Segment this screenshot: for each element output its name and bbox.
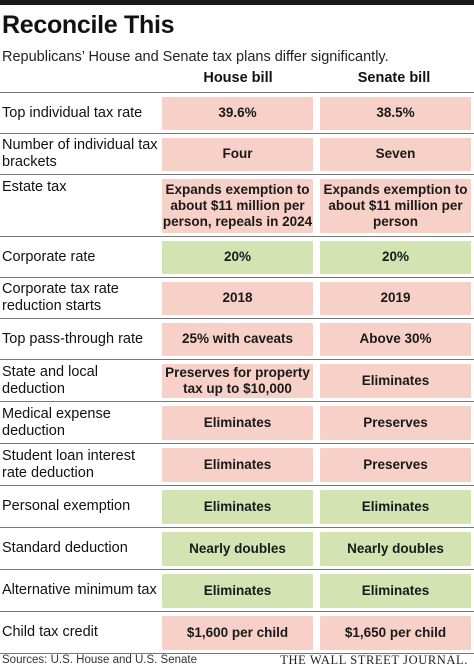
row-label: Estate tax [0, 174, 158, 237]
senate-value-cell: Nearly doubles [320, 531, 471, 566]
row-label: Corporate rate [0, 236, 158, 278]
house-value-cell: Four [162, 137, 313, 171]
table-row: Student loan interest rate deduction Eli… [0, 443, 474, 486]
table-row: Alternative minimum tax Eliminates Elimi… [0, 569, 474, 612]
senate-value-cell: Eliminates [320, 573, 471, 608]
row-label: Student loan interest rate deduction [0, 443, 158, 486]
senate-value-cell: Preserves [320, 405, 471, 440]
row-label: Top pass-through rate [0, 318, 158, 360]
row-label: Alternative minimum tax [0, 569, 158, 612]
row-label: Personal exemption [0, 485, 158, 528]
page-title: Reconcile This [2, 11, 175, 39]
column-header-senate: Senate bill [357, 70, 431, 86]
row-label: State and local deduction [0, 359, 158, 402]
table-row: Top pass-through rate 25% with caveats A… [0, 318, 474, 360]
top-rule [0, 0, 474, 5]
column-header-house: House bill [203, 70, 273, 86]
house-value-cell: 25% with caveats [162, 322, 313, 356]
table-row: Medical expense deduction Eliminates Pre… [0, 401, 474, 444]
house-value-cell: Nearly doubles [162, 531, 313, 566]
house-value-cell: 2018 [162, 281, 313, 315]
senate-value-cell: 20% [320, 240, 471, 274]
table-row: Child tax credit $1,600 per child $1,650… [0, 611, 474, 654]
house-value-cell: Preserves for property tax up to $10,000 [162, 363, 313, 398]
house-value-cell: Eliminates [162, 405, 313, 440]
row-label: Top individual tax rate [0, 92, 158, 134]
table-row: Number of individual tax brackets Four S… [0, 133, 474, 175]
table-row: Personal exemption Eliminates Eliminates [0, 485, 474, 528]
senate-value-cell: Eliminates [320, 489, 471, 524]
row-label: Medical expense deduction [0, 401, 158, 444]
house-value-cell: 20% [162, 240, 313, 274]
senate-value-cell: Eliminates [320, 363, 471, 398]
house-value-cell: Expands exemption to about $11 million p… [162, 178, 313, 233]
senate-value-cell: Seven [320, 137, 471, 171]
page-subtitle: Republicans’ House and Senate tax plans … [2, 49, 389, 65]
senate-value-cell: Preserves [320, 447, 471, 482]
row-label: Number of individual tax brackets [0, 133, 158, 175]
house-value-cell: Eliminates [162, 573, 313, 608]
senate-value-cell: Expands exemption to about $11 million p… [320, 178, 471, 233]
table-row: State and local deduction Preserves for … [0, 359, 474, 402]
comparison-table: Top individual tax rate 39.6% 38.5% Numb… [0, 92, 474, 654]
table-row: Top individual tax rate 39.6% 38.5% [0, 92, 474, 134]
table-row: Corporate rate 20% 20% [0, 236, 474, 278]
table-row: Standard deduction Nearly doubles Nearly… [0, 527, 474, 570]
row-label: Child tax credit [0, 611, 158, 654]
row-label: Corporate tax rate reduction starts [0, 277, 158, 319]
house-value-cell: 39.6% [162, 96, 313, 130]
row-label: Standard deduction [0, 527, 158, 570]
sources-note: Sources: U.S. House and U.S. Senate [2, 654, 197, 666]
senate-value-cell: Above 30% [320, 322, 471, 356]
table-row: Estate tax Expands exemption to about $1… [0, 174, 474, 237]
house-value-cell: $1,600 per child [162, 615, 313, 650]
publisher-brand: THE WALL STREET JOURNAL. [280, 653, 468, 667]
senate-value-cell: $1,650 per child [320, 615, 471, 650]
senate-value-cell: 38.5% [320, 96, 471, 130]
house-value-cell: Eliminates [162, 447, 313, 482]
senate-value-cell: 2019 [320, 281, 471, 315]
table-row: Corporate tax rate reduction starts 2018… [0, 277, 474, 319]
house-value-cell: Eliminates [162, 489, 313, 524]
